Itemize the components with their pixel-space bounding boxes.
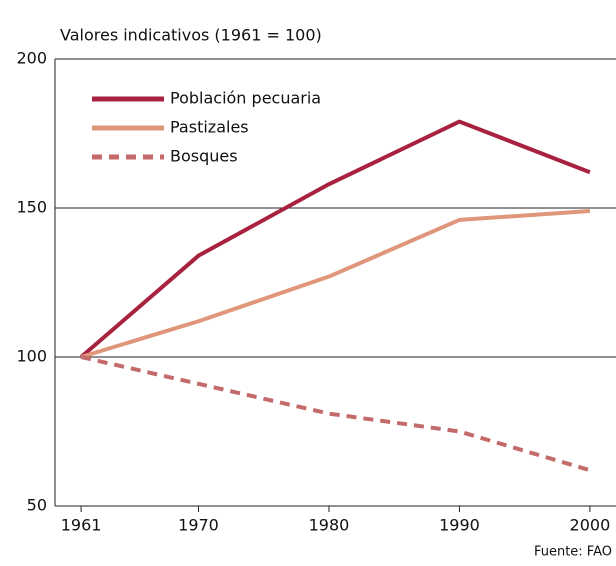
- y-tick-label: 50: [27, 496, 47, 515]
- x-tick-label: 1961: [61, 516, 102, 535]
- y-axis-title: Valores indicativos (1961 = 100): [60, 26, 322, 45]
- x-tick-label: 1970: [178, 516, 219, 535]
- line-series: [80, 355, 591, 473]
- line-series: [80, 208, 591, 359]
- legend-label: Población pecuaria: [170, 89, 321, 108]
- legend-label: Bosques: [170, 147, 238, 166]
- y-tick-label: 100: [16, 347, 47, 366]
- y-tick-label: 200: [16, 49, 47, 68]
- x-tick-label: 1990: [439, 516, 480, 535]
- legend-label: Pastizales: [170, 118, 249, 137]
- source: Fuente: FAO: [534, 545, 612, 560]
- x-tick-label: 1980: [309, 516, 350, 535]
- line-series: [79, 119, 591, 359]
- y-tick-label: 150: [16, 198, 47, 217]
- x-tick-label: 2000: [570, 516, 611, 535]
